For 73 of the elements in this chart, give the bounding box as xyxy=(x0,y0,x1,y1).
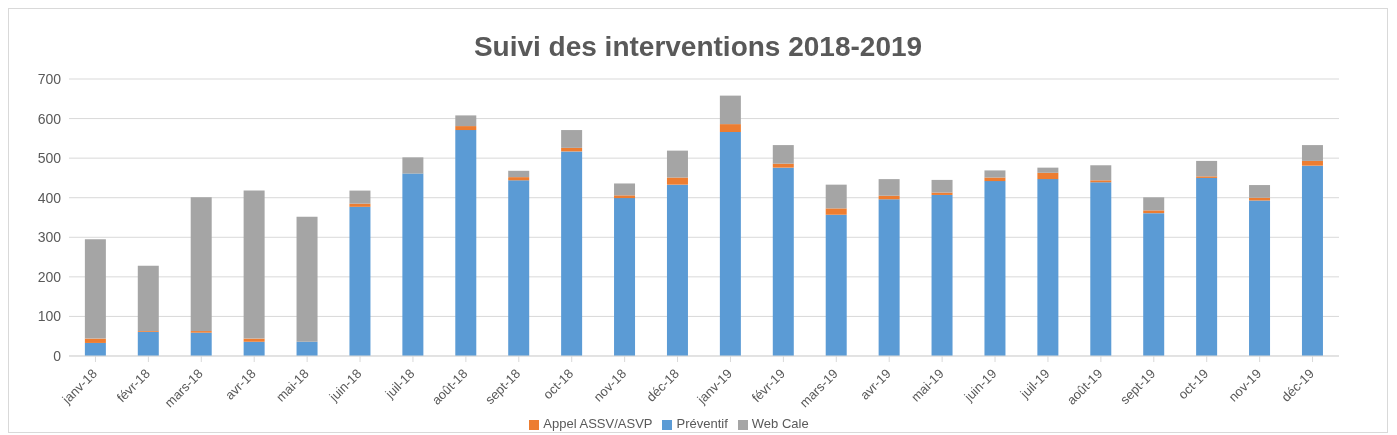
bar xyxy=(984,170,1006,178)
bar xyxy=(455,126,477,131)
bar xyxy=(1196,160,1218,177)
bar xyxy=(1249,185,1271,198)
bar xyxy=(614,183,636,196)
bar xyxy=(84,342,106,356)
bar xyxy=(1301,145,1323,161)
y-tick-label: 100 xyxy=(37,308,62,325)
y-tick-label: 600 xyxy=(37,110,62,127)
bar xyxy=(1143,197,1165,211)
bar xyxy=(1301,165,1323,356)
bar xyxy=(719,124,741,133)
bar xyxy=(243,341,265,356)
bar xyxy=(825,214,847,356)
bar xyxy=(614,195,636,199)
y-tick-label: 200 xyxy=(37,268,62,285)
bar xyxy=(931,194,953,356)
bar xyxy=(561,130,583,148)
legend-label: Appel ASSV/ASVP xyxy=(543,416,653,431)
bar xyxy=(825,184,847,209)
bar xyxy=(455,115,477,127)
bar xyxy=(349,206,371,356)
bar xyxy=(508,170,530,178)
bar xyxy=(243,190,265,339)
bar xyxy=(666,150,688,178)
y-tick-label: 300 xyxy=(37,229,62,246)
bar xyxy=(1249,200,1271,356)
bar xyxy=(1090,165,1112,181)
bar xyxy=(719,95,741,125)
bar xyxy=(1037,179,1059,356)
bar xyxy=(1090,182,1112,356)
bar xyxy=(349,190,371,204)
bar xyxy=(984,181,1006,356)
bar xyxy=(614,198,636,356)
bar xyxy=(508,180,530,356)
bar xyxy=(1301,160,1323,166)
legend-label: Web Cale xyxy=(751,416,809,431)
bar xyxy=(1037,172,1059,180)
bar xyxy=(666,184,688,356)
bar xyxy=(402,157,424,174)
bar xyxy=(719,132,741,356)
chart-title: Suivi des interventions 2018-2019 xyxy=(472,30,924,64)
bar xyxy=(878,179,900,196)
y-tick-label: 700 xyxy=(37,70,62,87)
bar xyxy=(84,239,106,339)
bar xyxy=(402,173,424,356)
bar xyxy=(508,177,530,181)
y-tick-label: 0 xyxy=(53,347,62,364)
legend-label: Préventif xyxy=(676,416,728,431)
bar xyxy=(137,265,159,332)
bar xyxy=(243,338,265,342)
bar xyxy=(296,341,318,356)
bar xyxy=(878,199,900,356)
bar xyxy=(349,203,371,207)
bar xyxy=(1143,210,1165,214)
bar xyxy=(825,208,847,215)
bar xyxy=(1143,213,1165,356)
bar xyxy=(772,145,794,164)
bar xyxy=(84,338,106,343)
bar xyxy=(1196,177,1218,356)
bar xyxy=(772,163,794,168)
bar xyxy=(666,177,688,185)
bar xyxy=(561,151,583,356)
y-tick-label: 500 xyxy=(37,150,62,167)
bar xyxy=(455,130,477,356)
bar xyxy=(190,197,212,332)
y-tick-label: 400 xyxy=(37,189,62,206)
bar xyxy=(1037,167,1059,173)
bar xyxy=(772,167,794,356)
bar xyxy=(296,216,318,342)
bar xyxy=(137,331,159,356)
bar xyxy=(931,179,953,193)
bar xyxy=(190,332,212,356)
